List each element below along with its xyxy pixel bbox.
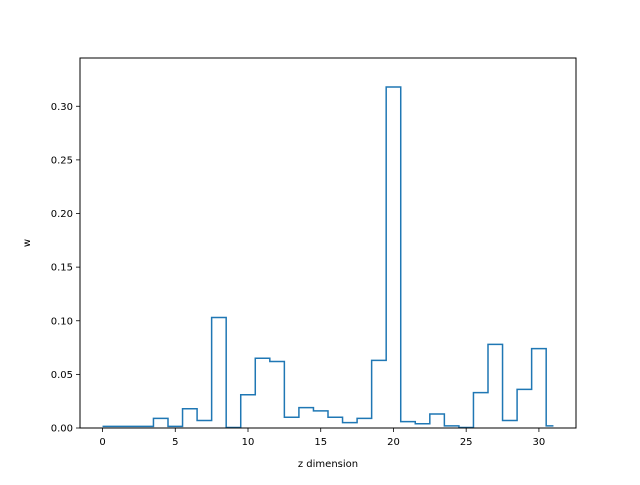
y-tick-label: 0.25 bbox=[51, 155, 73, 166]
x-axis-label: z dimension bbox=[298, 459, 358, 470]
x-tick-label: 20 bbox=[387, 437, 400, 448]
plot-area bbox=[80, 58, 576, 428]
y-tick-label: 0.20 bbox=[51, 209, 73, 220]
x-tick-label: 30 bbox=[533, 437, 546, 448]
y-axis-label: w bbox=[22, 239, 33, 247]
plot-frame bbox=[79, 57, 577, 429]
x-tick-label: 15 bbox=[314, 437, 327, 448]
series-step-line bbox=[102, 86, 554, 429]
x-tick-label: 10 bbox=[242, 437, 255, 448]
x-axis-ticks: 0 5 10 15 20 25 30 bbox=[99, 428, 545, 448]
series-layer bbox=[102, 86, 554, 429]
y-axis-ticks: 0.00 0.05 0.10 0.15 0.20 0.25 0.30 bbox=[51, 102, 80, 435]
y-tick-label: 0.10 bbox=[51, 316, 73, 327]
y-tick-label: 0.05 bbox=[51, 370, 73, 381]
y-tick-label: 0.30 bbox=[51, 102, 73, 113]
x-tick-label: 25 bbox=[460, 437, 473, 448]
y-tick-label: 0.15 bbox=[51, 263, 73, 274]
x-tick-label: 0 bbox=[99, 437, 105, 448]
x-tick-label: 5 bbox=[172, 437, 178, 448]
y-tick-label: 0.00 bbox=[51, 424, 73, 435]
